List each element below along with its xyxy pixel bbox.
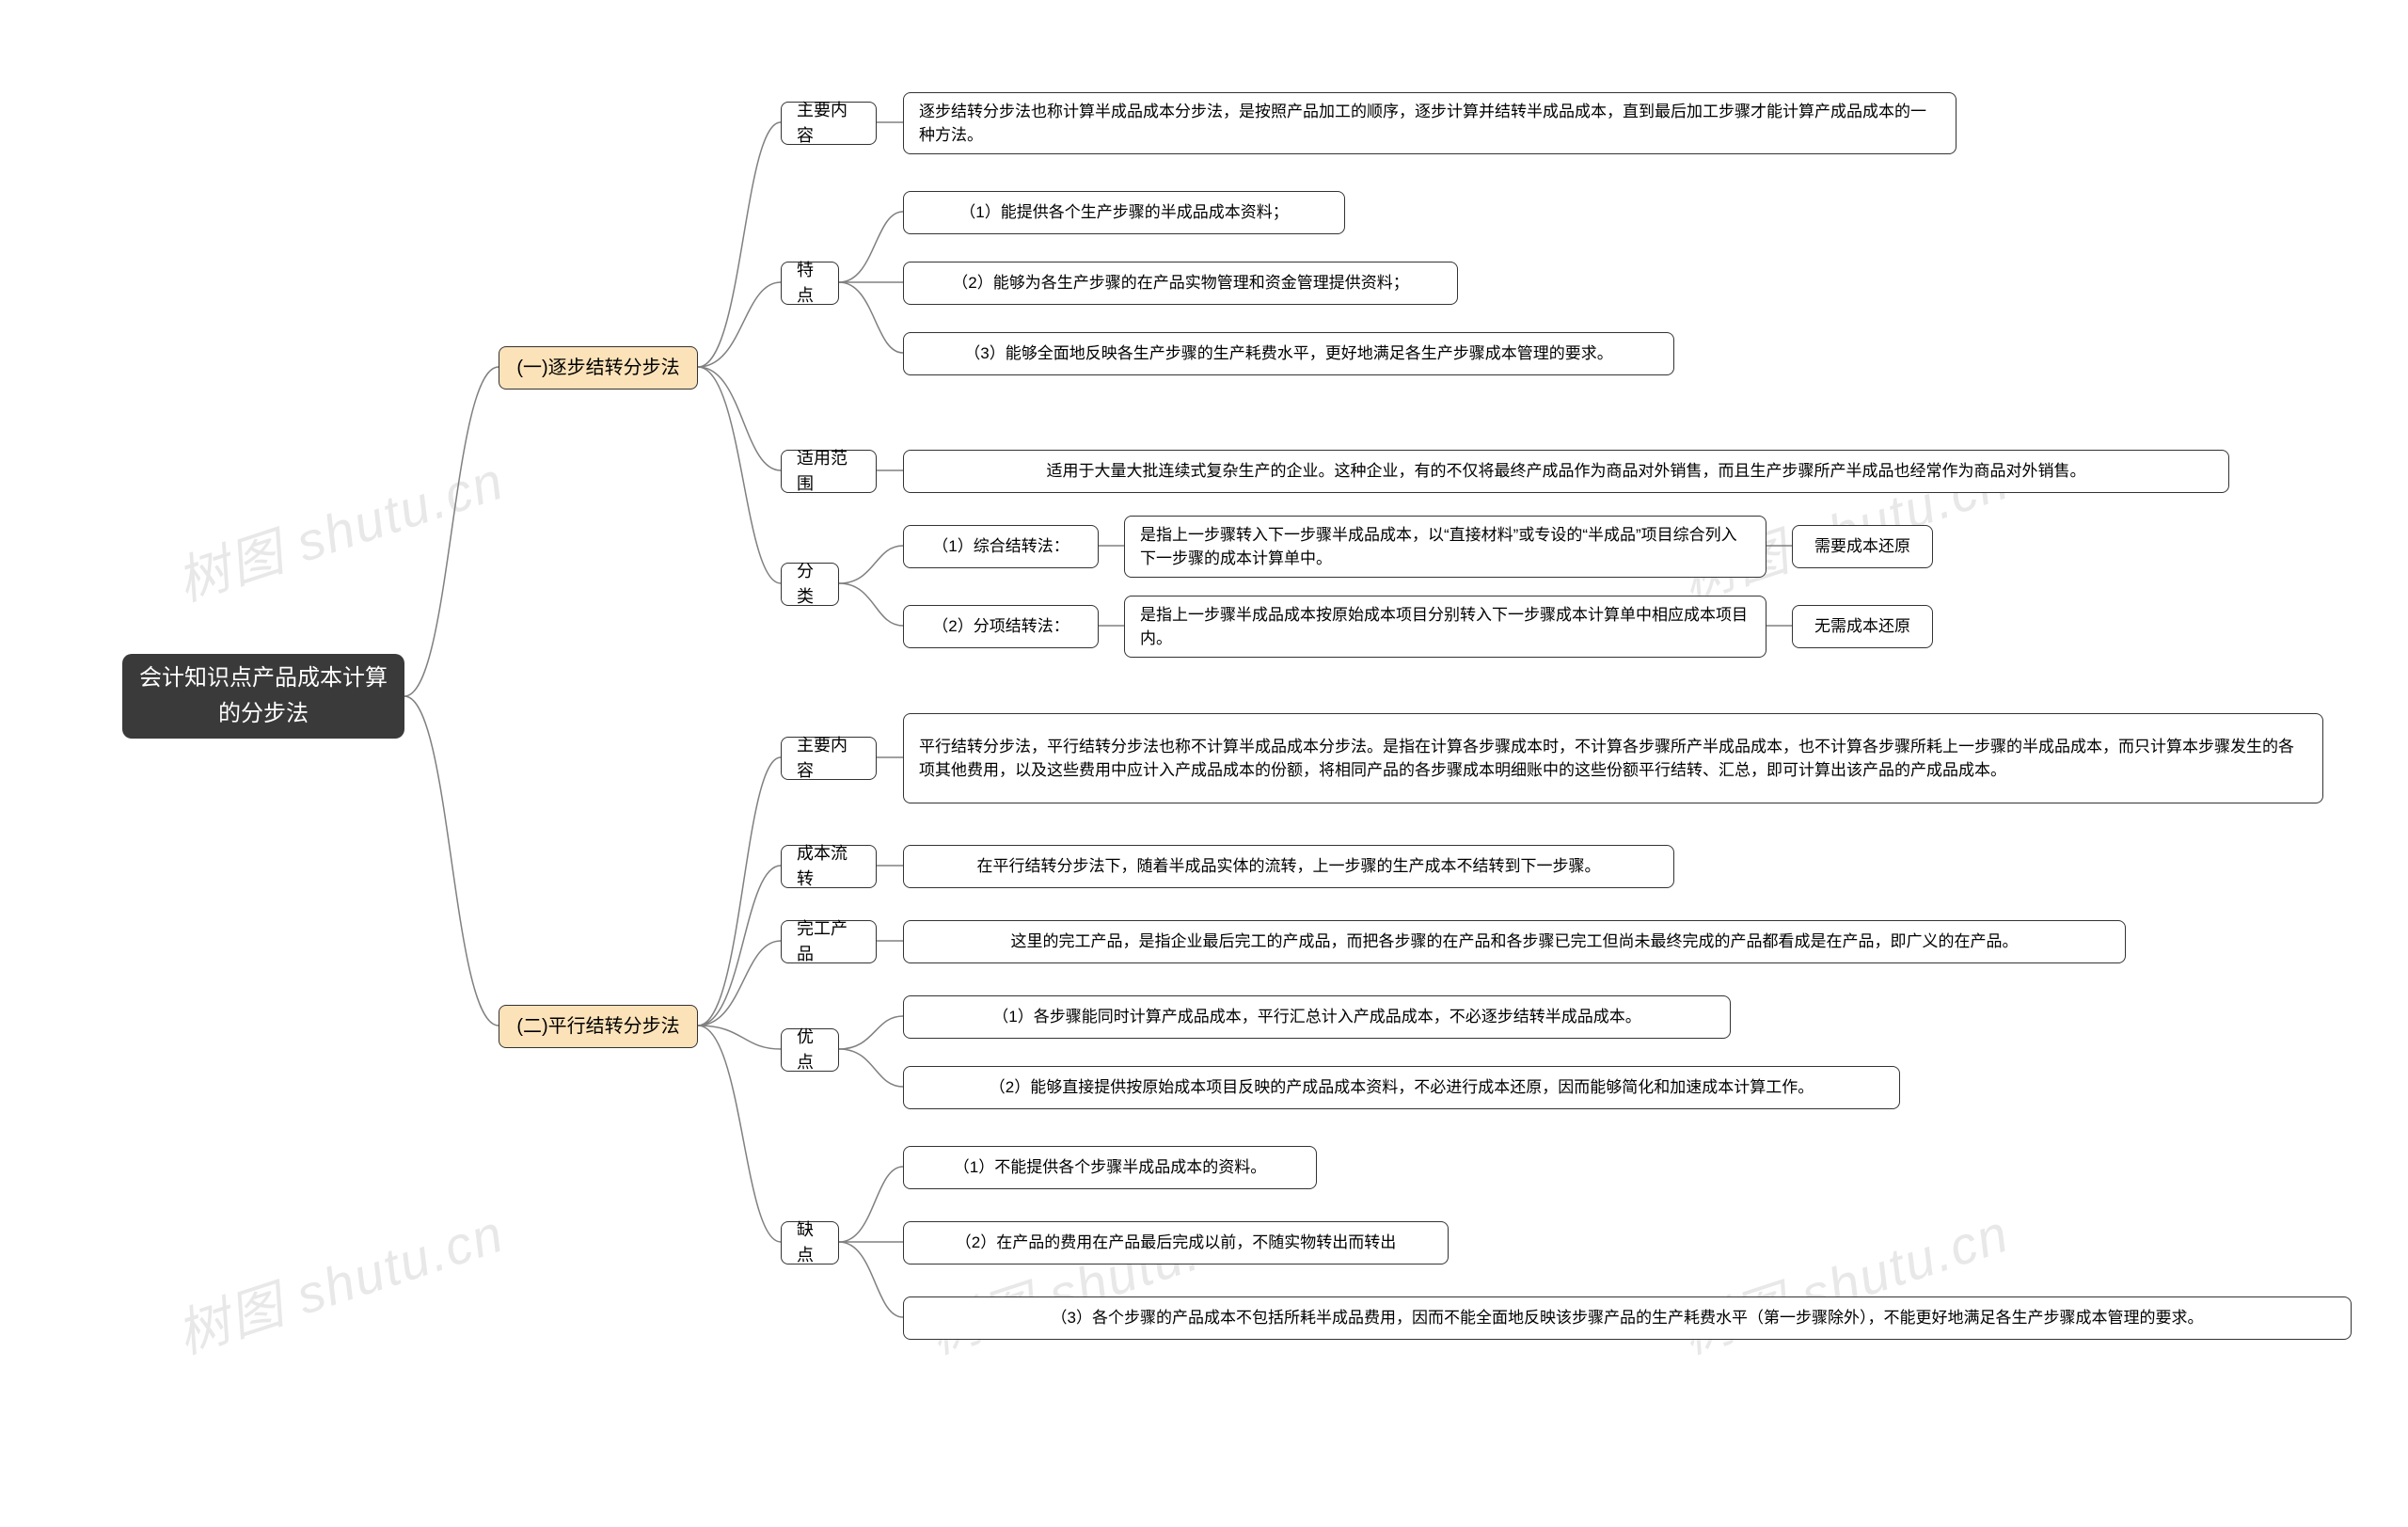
mindmap-canvas: 会计知识点产品成本计算 的分步法 (一)逐步结转分步法 主要内容 逐步结转分步法… [0,0,2408,1527]
b1-cls-c2-text: 是指上一步骤半成品成本按原始成本项目分别转入下一步骤成本计算单中相应成本项目内。 [1124,596,1766,658]
b1-feat-2: （2）能够为各生产步骤的在产品实物管理和资金管理提供资料； [903,262,1458,305]
b2-dis-2: （2）在产品的费用在产品最后完成以前，不随实物转出而转出 [903,1221,1449,1265]
b2-flow-text: 在平行结转分步法下，随着半成品实体的流转，上一步骤的生产成本不结转到下一步骤。 [903,845,1674,888]
b2-dis-label[interactable]: 缺点 [781,1221,839,1265]
b1-feat-3: （3）能够全面地反映各生产步骤的生产耗费水平，更好地满足各生产步骤成本管理的要求… [903,332,1674,375]
b1-feat-label[interactable]: 特点 [781,262,839,305]
b1-cls-c1-text: 是指上一步骤转入下一步骤半成品成本，以“直接材料”或专设的“半成品”项目综合列入… [1124,516,1766,578]
b2-fin-label[interactable]: 完工产品 [781,920,877,963]
b2-main-label[interactable]: 主要内容 [781,737,877,780]
b1-scope-label[interactable]: 适用范围 [781,450,877,493]
b1-cls-c2-tail: 无需成本还原 [1792,605,1933,648]
b2-fin-text: 这里的完工产品，是指企业最后完工的产成品，而把各步骤的在产品和各步骤已完工但尚未… [903,920,2126,963]
b1-scope-text: 适用于大量大批连续式复杂生产的企业。这种企业，有的不仅将最终产成品作为商品对外销… [903,450,2229,493]
b1-cls-c2-label[interactable]: （2）分项结转法： [903,605,1099,648]
branch-sequential[interactable]: (一)逐步结转分步法 [499,346,698,390]
b2-dis-1: （1）不能提供各个步骤半成品成本的资料。 [903,1146,1317,1189]
branch-parallel[interactable]: (二)平行结转分步法 [499,1005,698,1048]
b2-main-text: 平行结转分步法，平行结转分步法也称不计算半成品成本分步法。是指在计算各步骤成本时… [903,713,2323,803]
b2-flow-label[interactable]: 成本流转 [781,845,877,888]
b1-main-text: 逐步结转分步法也称计算半成品成本分步法，是按照产品加工的顺序，逐步计算并结转半成… [903,92,1956,154]
b2-adv-1: （1）各步骤能同时计算产成品成本，平行汇总计入产成品成本，不必逐步结转半成品成本… [903,995,1731,1039]
b1-feat-1: （1）能提供各个生产步骤的半成品成本资料； [903,191,1345,234]
b1-cls-label[interactable]: 分类 [781,563,839,606]
b1-cls-c1-tail: 需要成本还原 [1792,525,1933,568]
b2-dis-3: （3）各个步骤的产品成本不包括所耗半成品费用，因而不能全面地反映该步骤产品的生产… [903,1296,2352,1340]
b1-cls-c1-label[interactable]: （1）综合结转法： [903,525,1099,568]
b2-adv-label[interactable]: 优点 [781,1028,839,1072]
root-node[interactable]: 会计知识点产品成本计算 的分步法 [122,654,404,739]
b1-main-label[interactable]: 主要内容 [781,102,877,145]
b2-adv-2: （2）能够直接提供按原始成本项目反映的产成品成本资料，不必进行成本还原，因而能够… [903,1066,1900,1109]
